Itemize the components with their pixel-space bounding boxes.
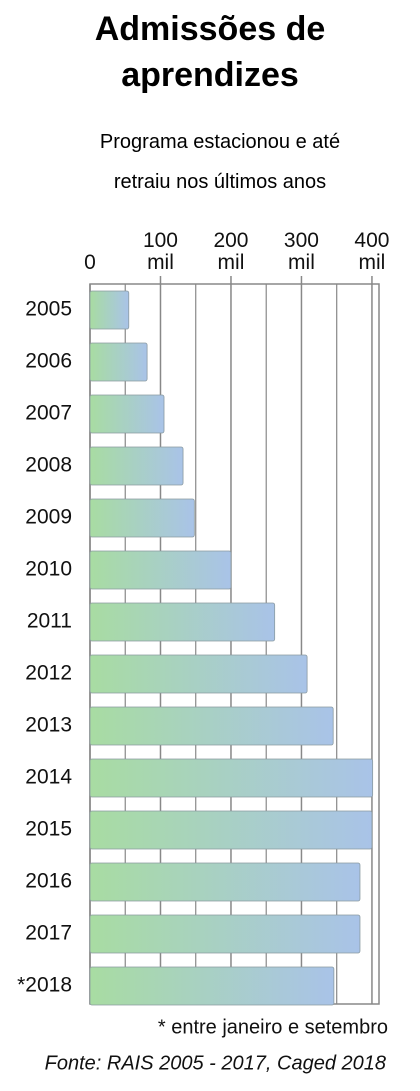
y-tick-label: 2009 [25,506,72,529]
y-tick-label: 2010 [25,558,72,581]
chart-title: Admissões de aprendizes [94,10,326,94]
y-tick-label: 2014 [25,766,72,789]
bar [89,446,184,486]
bar [89,550,232,590]
y-tick-label: 2012 [25,662,72,685]
bar [89,498,195,538]
bar [89,810,373,850]
x-tick-label: 300 mil [283,229,319,274]
y-tick-label: 2017 [25,922,72,945]
x-tick-label: 400 mil [354,229,390,274]
y-tick-label: 2005 [25,298,72,321]
bar [89,654,308,694]
bar [89,602,276,642]
bar [89,290,130,330]
source: Fonte: RAIS 2005 - 2017, Caged 2018 [45,1052,386,1074]
x-tick-label: 100 mil [142,229,178,274]
y-tick-label: *2018 [17,974,72,997]
y-tick-label: 2011 [27,610,72,633]
chart-subtitle: Programa estacionou e até retraiu nos úl… [99,131,341,193]
y-tick-label: 2008 [25,454,72,477]
bar [89,862,361,902]
bar [89,966,335,1006]
bar [89,706,334,746]
footnote: * entre janeiro e setembro [158,1016,388,1038]
y-tick-label: 2006 [25,350,72,373]
y-tick-label: 2016 [25,870,72,893]
bar [89,342,148,382]
y-tick-label: 2007 [25,402,72,425]
x-tick-label: 0 [84,251,96,274]
bar [89,758,374,798]
y-tick-label: 2013 [25,714,72,737]
bar [89,394,165,434]
bar [89,914,361,954]
y-tick-label: 2015 [25,818,72,841]
x-tick-label: 200 mil [213,229,249,274]
